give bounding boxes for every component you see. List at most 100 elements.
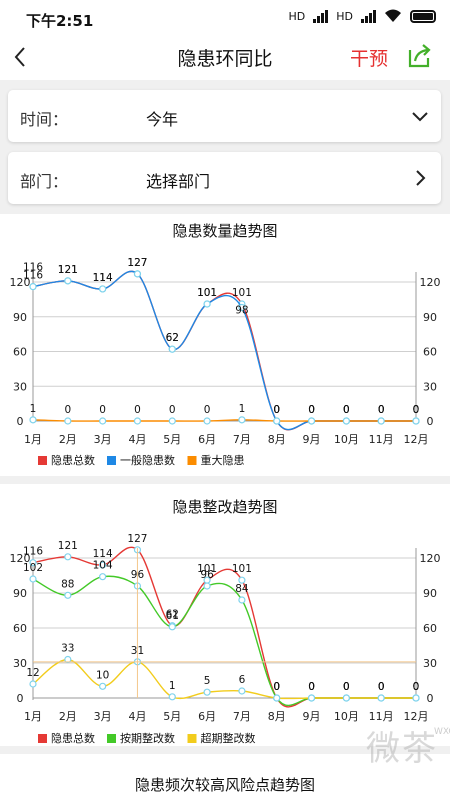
data-point [238, 416, 246, 424]
data-point [203, 582, 211, 590]
legend-label: 隐患总数 [51, 731, 95, 745]
filter-section: 时间： 今年 部门： 选择部门 [0, 80, 450, 214]
data-label: 0 [378, 404, 385, 416]
data-label: 0 [273, 681, 280, 693]
y-tick-label-left: 0 [17, 692, 24, 705]
legend-label: 隐患总数 [51, 453, 95, 467]
data-label: 116 [23, 270, 43, 282]
data-label: 101 [232, 287, 252, 299]
y-tick-label-left: 60 [13, 346, 27, 359]
data-label: 0 [378, 404, 385, 416]
nav-bar: 隐患环同比 干预 [0, 36, 450, 80]
data-label: 0 [413, 404, 420, 416]
data-label: 1 [30, 403, 37, 415]
y-tick-label-right: 90 [423, 311, 437, 324]
data-point [168, 623, 176, 631]
data-point [238, 687, 246, 695]
data-label: 0 [273, 681, 280, 693]
data-label: 61 [166, 610, 179, 622]
y-tick-label-right: 120 [420, 552, 441, 565]
x-tick-label: 1月 [24, 433, 42, 446]
y-tick-label-left: 120 [10, 276, 31, 289]
share-icon[interactable] [406, 42, 434, 70]
legend-label: 超期整改数 [201, 731, 256, 745]
y-tick-label-left: 0 [17, 415, 24, 428]
watermark-text: 微茶 [366, 729, 438, 769]
data-point [99, 682, 107, 690]
x-tick-label: 6月 [198, 433, 216, 446]
data-label: 0 [343, 681, 350, 693]
y-tick-label-right: 30 [423, 380, 437, 393]
rectification-trend-panel: 隐患整改趋势图 0 0 30 30 60 60 90 90 120 120 1月 2月 3月 4月 5月 6月… [0, 484, 450, 746]
department-filter-value: 选择部门 [146, 172, 211, 191]
data-point [412, 417, 420, 425]
data-label: 121 [58, 264, 78, 276]
status-time: 下午2:51 [26, 12, 94, 30]
data-label: 121 [58, 540, 78, 552]
data-label: 0 [343, 681, 350, 693]
data-point [342, 417, 350, 425]
data-label: 88 [61, 578, 74, 590]
y-tick-label-right: 60 [423, 346, 437, 359]
x-tick-label: 10月 [334, 433, 359, 446]
signal-icon [313, 9, 329, 23]
data-label: 127 [127, 257, 147, 269]
data-point [29, 559, 37, 567]
data-label: 0 [378, 681, 385, 693]
data-point [307, 694, 316, 702]
data-label: 33 [61, 643, 74, 655]
legend-label: 按期整改数 [120, 731, 175, 745]
department-filter-label: 部门： [20, 172, 69, 191]
series-line [32, 270, 416, 431]
data-label: 101 [197, 563, 217, 575]
data-label: 98 [235, 304, 248, 316]
data-point [238, 576, 246, 584]
data-label: 121 [58, 264, 78, 276]
data-point [133, 270, 142, 278]
legend-swatch [107, 456, 116, 465]
x-tick-label: 6月 [198, 710, 216, 723]
x-tick-label: 8月 [268, 710, 286, 723]
data-label: 0 [273, 404, 280, 416]
data-point [29, 575, 37, 583]
data-label: 114 [93, 272, 113, 284]
data-label: 0 [343, 404, 350, 416]
legend-swatch [187, 734, 197, 743]
data-label: 0 [308, 404, 315, 416]
data-label: 0 [378, 404, 385, 416]
series-line [32, 658, 416, 700]
department-filter[interactable]: 部门： 选择部门 [8, 152, 441, 204]
legend-swatch [38, 456, 47, 465]
data-point [133, 417, 142, 425]
data-label: 101 [197, 287, 217, 299]
data-point [168, 693, 176, 701]
intervene-button[interactable]: 干预 [349, 48, 388, 70]
data-label: 104 [93, 560, 113, 572]
data-label: 0 [378, 681, 385, 693]
y-tick-label-left: 30 [13, 657, 27, 670]
data-label: 0 [134, 404, 141, 416]
watermark-sub: WXCHA [434, 727, 450, 737]
data-label: 0 [64, 404, 71, 416]
status-icons: HD HD [289, 9, 436, 23]
data-label: 62 [166, 609, 179, 621]
x-tick-label: 12月 [404, 433, 429, 446]
data-point [64, 417, 72, 425]
y-tick-label-left: 30 [13, 380, 27, 393]
chart-title-quantity: 隐患数量趋势图 [172, 222, 278, 240]
watermark: 微茶 WXCHA [366, 721, 450, 770]
x-tick-label: 7月 [233, 433, 251, 446]
y-tick-label-right: 0 [427, 692, 434, 705]
data-label: 62 [166, 332, 179, 344]
time-filter[interactable]: 时间： 今年 [8, 90, 441, 142]
data-point [203, 417, 211, 425]
data-point [168, 417, 176, 425]
data-point [342, 694, 350, 702]
y-tick-label-right: 0 [427, 415, 434, 428]
data-label: 0 [413, 404, 420, 416]
time-filter-value: 今年 [146, 110, 179, 129]
data-point [377, 694, 385, 702]
back-arrow-icon[interactable] [10, 40, 42, 74]
